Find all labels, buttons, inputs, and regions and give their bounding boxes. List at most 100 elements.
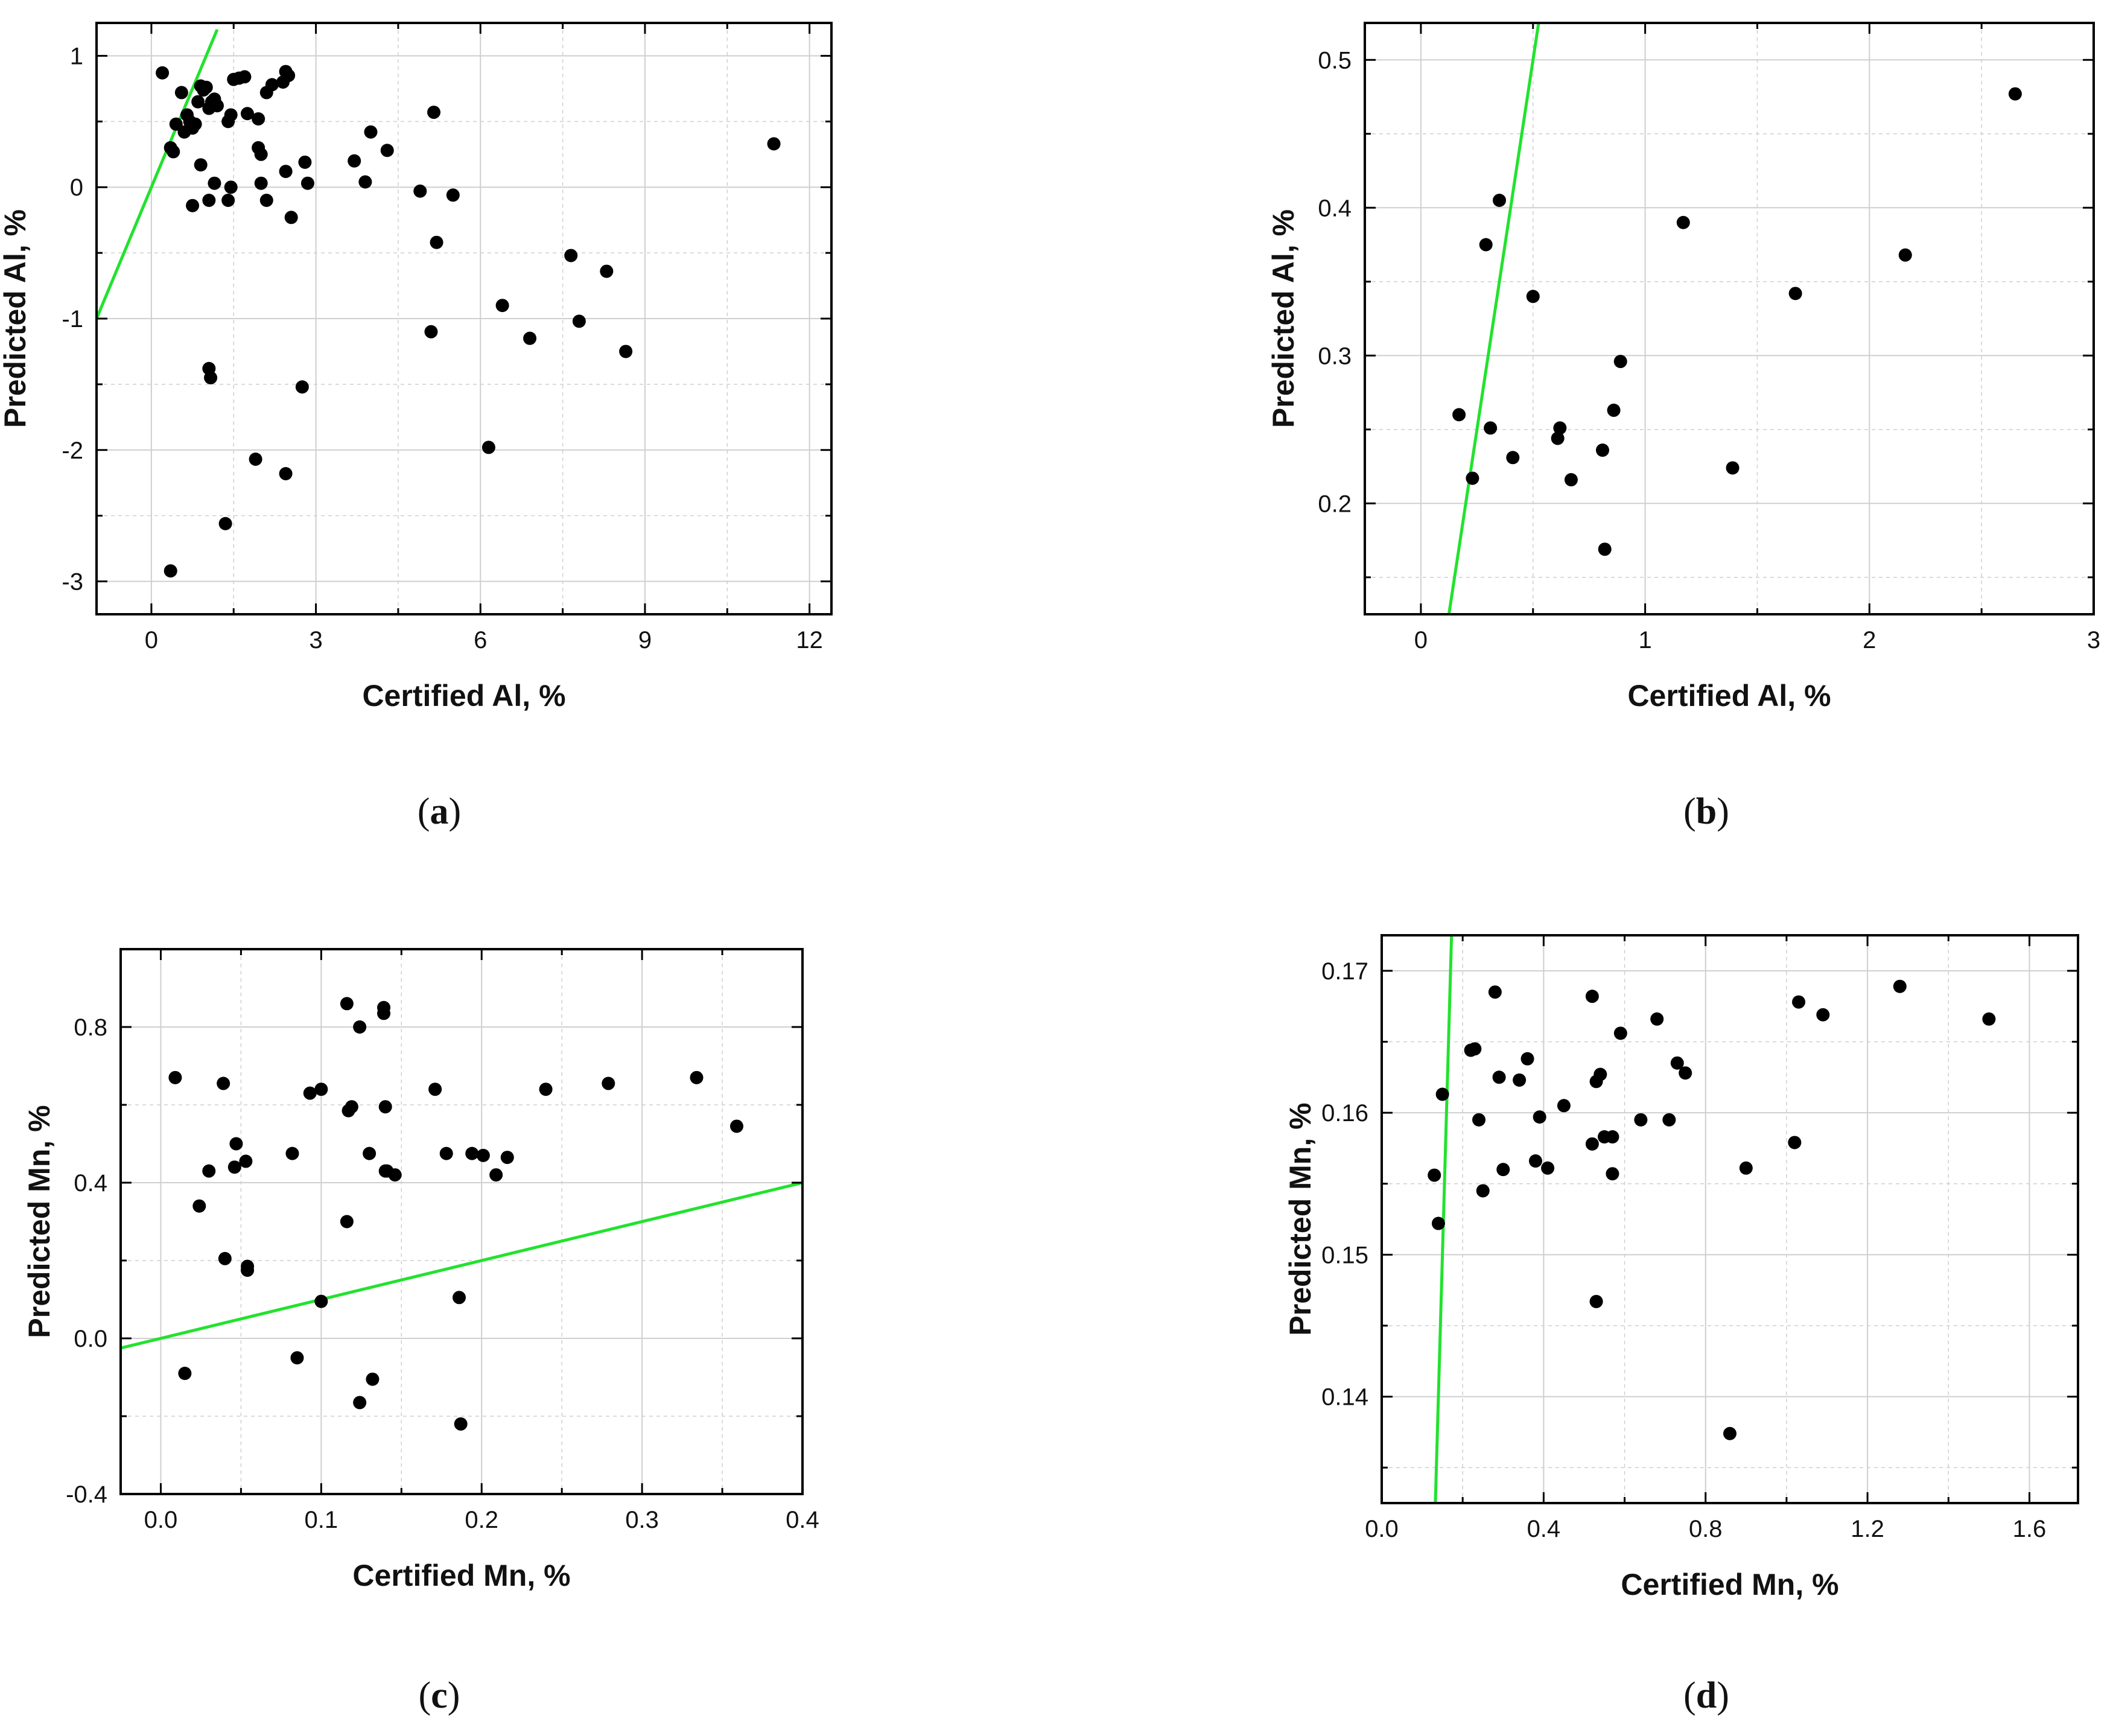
data-point <box>249 453 262 466</box>
x-tick-label: 6 <box>474 627 487 653</box>
y-tick-label: 0.4 <box>74 1170 107 1197</box>
x-tick-label: 0.8 <box>1689 1516 1723 1542</box>
data-point <box>254 176 268 190</box>
data-points <box>156 65 781 578</box>
y-tick-label: 1 <box>70 43 83 69</box>
data-point <box>1493 194 1507 207</box>
data-point <box>495 299 509 313</box>
data-point <box>1613 1026 1627 1040</box>
data-point <box>290 1351 304 1365</box>
data-point <box>377 1006 391 1020</box>
plot-frame <box>1381 934 2079 1504</box>
data-point <box>1468 1042 1482 1056</box>
data-point <box>186 199 200 212</box>
x-tick-label: 0.0 <box>144 1507 178 1533</box>
data-point <box>1526 290 1540 304</box>
data-point <box>1613 355 1627 369</box>
data-point <box>1606 1167 1619 1181</box>
data-point <box>453 1291 466 1305</box>
data-point <box>729 1119 743 1133</box>
data-point <box>167 145 180 159</box>
plot-frame <box>1364 22 2095 615</box>
data-point <box>539 1083 553 1096</box>
data-point <box>340 997 354 1011</box>
data-point <box>619 345 633 358</box>
panel-label-letter: a <box>430 791 449 832</box>
data-point <box>363 1146 377 1160</box>
data-point <box>279 466 293 480</box>
data-point <box>1585 990 1599 1003</box>
data-point <box>1484 421 1498 435</box>
data-point <box>602 1076 615 1090</box>
data-point <box>1595 444 1609 457</box>
data-point <box>204 371 218 384</box>
panel-label-close: ) <box>1717 1675 1729 1716</box>
panel-label-open: ( <box>1683 1675 1696 1716</box>
data-point <box>364 125 378 139</box>
x-axis-label: Certified Mn, % <box>352 1559 570 1592</box>
data-point <box>439 1146 453 1160</box>
data-point <box>1606 1130 1619 1144</box>
panel-label-letter: d <box>1696 1675 1717 1716</box>
x-axis-label: Certified Mn, % <box>1621 1568 1838 1601</box>
data-point <box>284 211 298 224</box>
data-point <box>1593 1067 1607 1081</box>
data-points <box>1428 979 1996 1440</box>
x-tick-label: 2 <box>1863 627 1876 653</box>
data-point <box>1488 985 1502 999</box>
y-tick-label: 0.8 <box>74 1014 107 1041</box>
panel-c: 0.0 0.1 0.2 0.3 0.4 -0.4 0.0 0.4 0.8 Certified Mn… <box>22 948 819 1716</box>
data-point <box>1551 431 1565 445</box>
data-point <box>1466 471 1479 485</box>
data-point <box>1513 1073 1527 1087</box>
panel-label: (c) <box>419 1675 460 1716</box>
data-point <box>279 165 293 179</box>
data-point <box>217 1076 230 1090</box>
data-point <box>188 117 202 131</box>
data-point <box>523 331 537 345</box>
x-tick-label: 3 <box>2087 627 2100 653</box>
data-point <box>1564 473 1578 487</box>
data-point <box>1662 1113 1676 1127</box>
data-point <box>380 144 394 157</box>
panel-label-letter: b <box>1696 791 1717 832</box>
panel-label: (d) <box>1683 1675 1729 1716</box>
y-tick-label: -2 <box>62 437 83 464</box>
data-point <box>430 235 443 249</box>
y-tick-label: -0.4 <box>66 1481 107 1508</box>
data-point <box>221 194 235 207</box>
data-point <box>340 1215 354 1229</box>
data-point <box>446 188 460 202</box>
panel-a: 0 3 6 9 12 -3 -2 -1 0 1 Certified Al, % Predicted A… <box>0 22 833 832</box>
data-point <box>424 325 438 339</box>
data-point <box>227 1160 241 1174</box>
panel-label-close: ) <box>1717 791 1729 832</box>
reference-line <box>121 1181 802 1350</box>
data-point <box>224 108 238 122</box>
x-tick-label: 1.2 <box>1851 1516 1884 1542</box>
data-point <box>314 1083 328 1096</box>
x-tick-label: 12 <box>796 627 823 653</box>
data-point <box>1541 1161 1555 1175</box>
data-point <box>572 314 586 328</box>
panel-d: 0.0 0.4 0.8 1.2 1.6 0.14 0.15 0.16 0.17 Certified… <box>1283 934 2079 1716</box>
data-point <box>454 1417 468 1431</box>
data-point <box>1533 1110 1546 1124</box>
data-point <box>1634 1113 1648 1127</box>
x-tick-label: 0.2 <box>465 1507 498 1533</box>
data-point <box>300 176 314 190</box>
reference-line <box>97 28 219 319</box>
x-tick-label: 0 <box>145 627 158 653</box>
x-tick-label: 9 <box>638 627 652 653</box>
data-point <box>218 1251 232 1265</box>
data-point <box>500 1151 514 1165</box>
data-point <box>1670 1056 1684 1070</box>
data-point <box>428 1083 442 1096</box>
y-tick-label: 0.4 <box>1318 195 1352 221</box>
data-point <box>199 80 213 94</box>
grid <box>121 949 803 1494</box>
data-point <box>241 1264 255 1277</box>
data-point <box>427 106 441 119</box>
data-points <box>1452 87 2022 556</box>
data-point <box>1739 1161 1753 1175</box>
